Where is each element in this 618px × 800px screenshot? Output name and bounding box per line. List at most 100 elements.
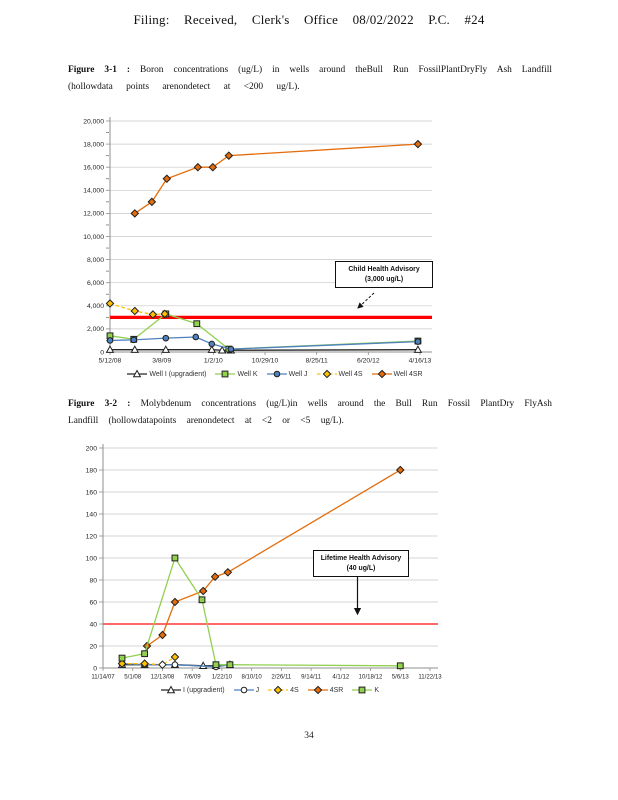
svg-text:9/14/11: 9/14/11 [301, 674, 321, 681]
diamond-marker-icon [268, 685, 289, 695]
molybdenum-chart: 0 20 40 60 80 100 120 140 160 180 200 11/14/07 5/1/0… [86, 444, 442, 681]
legend-item-well-j: Well J [266, 369, 308, 379]
svg-text:140: 140 [86, 511, 98, 518]
child-health-advisory-callout: Child Health Advisory (3,000 ug/L) [335, 261, 433, 288]
legend-label: Well I (upgradient) [149, 370, 207, 378]
molybdenum-chart-legend: I (upgradient) J 4S 4SR K [100, 685, 440, 695]
advisory-title: Child Health Advisory [348, 266, 420, 273]
svg-text:7/6/09: 7/6/09 [184, 674, 202, 681]
legend-label: Well 4S [338, 370, 363, 378]
legend-label: 4SR [329, 686, 344, 694]
svg-text:120: 120 [86, 533, 98, 540]
circle-marker-icon [266, 370, 287, 378]
boron-chart: 0 2,000 4,000 6,000 8,000 10,000 12,000 14,000 1… [83, 117, 432, 365]
svg-text:80: 80 [89, 577, 97, 584]
figure-3-2-caption: Figure 3-2 : Molybdenum concentrations (… [68, 396, 552, 430]
legend-item-k: K [352, 685, 379, 695]
svg-text:180: 180 [86, 467, 98, 474]
legend-item-4sr: 4SR [307, 685, 344, 695]
legend-item-well-k: Well K [215, 369, 258, 379]
svg-text:10,000: 10,000 [83, 234, 104, 241]
svg-text:10/18/12: 10/18/12 [359, 674, 383, 681]
series-4s [117, 652, 180, 670]
svg-text:5/6/13: 5/6/13 [392, 674, 410, 681]
series-well-j [106, 333, 422, 353]
svg-text:10/29/10: 10/29/10 [252, 358, 279, 365]
svg-text:20: 20 [89, 643, 97, 650]
triangle-marker-icon [161, 685, 181, 694]
svg-text:11/22/13: 11/22/13 [418, 674, 442, 681]
svg-text:16,000: 16,000 [83, 165, 104, 172]
svg-text:2/26/11: 2/26/11 [271, 674, 291, 681]
svg-text:12/13/08: 12/13/08 [151, 674, 175, 681]
series-well-4s [105, 299, 170, 319]
svg-text:8/10/10: 8/10/10 [241, 674, 262, 681]
svg-text:200: 200 [86, 445, 98, 452]
diamond-marker-icon [316, 369, 337, 379]
svg-text:20,000: 20,000 [83, 118, 104, 125]
advisory-arrow-dashed [357, 292, 375, 309]
legend-item-i-upgradient: I (upgradient) [161, 685, 225, 695]
advisory-value: (40 ug/L) [346, 565, 376, 572]
svg-text:100: 100 [86, 555, 98, 562]
legend-item-well-4s: Well 4S [316, 369, 363, 379]
axes: 0 20 40 60 80 100 120 140 160 180 200 11/14/07 5/1/0… [86, 444, 442, 681]
svg-text:6/20/12: 6/20/12 [357, 358, 380, 365]
legend-label: Well K [237, 370, 258, 378]
svg-text:18,000: 18,000 [83, 141, 104, 148]
figure-label: Figure 3-1 : [68, 65, 131, 75]
svg-text:8,000: 8,000 [87, 257, 104, 264]
svg-text:5/12/08: 5/12/08 [99, 358, 122, 365]
figure-label: Figure 3-2 : [68, 399, 131, 409]
triangle-marker-icon [127, 369, 148, 378]
svg-text:5/1/08: 5/1/08 [124, 674, 142, 681]
svg-text:1/22/10: 1/22/10 [212, 674, 233, 681]
legend-label: 4S [290, 686, 299, 694]
svg-text:4/16/13: 4/16/13 [409, 358, 432, 365]
series-k [118, 554, 404, 670]
caption-line-2: (hollowdata points arenondetect at <200 … [68, 82, 300, 92]
series-well-4sr [130, 139, 423, 218]
figure-3-1-caption: Figure 3-1 : Boron concentrations (ug/L)… [68, 62, 552, 96]
legend-label: J [255, 686, 260, 694]
svg-text:40: 40 [89, 621, 97, 628]
advisory-value: (3,000 ug/L) [364, 276, 404, 283]
svg-text:0: 0 [93, 665, 97, 672]
svg-text:0: 0 [100, 349, 104, 356]
caption-line-2: Landfill (hollowdatapoints arenondetect … [68, 416, 344, 426]
svg-text:12,000: 12,000 [83, 211, 104, 218]
svg-text:2,000: 2,000 [87, 326, 104, 333]
legend-label: Well J [288, 370, 308, 378]
svg-text:6,000: 6,000 [87, 280, 104, 287]
svg-text:8/25/11: 8/25/11 [306, 358, 328, 365]
diamond-marker-icon [307, 685, 328, 695]
svg-text:4,000: 4,000 [87, 303, 104, 310]
advisory-title: Lifetime Health Advisory [320, 555, 402, 562]
square-marker-icon [352, 686, 373, 694]
legend-label: Well 4SR [393, 370, 423, 378]
svg-text:1/2/10: 1/2/10 [204, 358, 223, 365]
svg-text:160: 160 [86, 489, 98, 496]
legend-label: K [374, 686, 379, 694]
square-marker-icon [215, 370, 236, 378]
caption-line-1: Figure 3-2 : Molybdenum concentrations (… [68, 399, 552, 409]
diamond-marker-icon [371, 369, 392, 379]
lifetime-health-advisory-callout: Lifetime Health Advisory (40 ug/L) [313, 550, 409, 577]
svg-text:14,000: 14,000 [83, 188, 104, 195]
svg-text:60: 60 [89, 599, 97, 606]
boron-chart-legend: Well I (upgradient) Well K Well J Well 4S We… [110, 369, 440, 379]
svg-text:4/1/12: 4/1/12 [332, 674, 350, 681]
legend-item-4s: 4S [268, 685, 299, 695]
legend-label: I (upgradient) [183, 686, 225, 694]
advisory-arrow-solid [353, 577, 362, 616]
caption-line-1: Figure 3-1 : Boron concentrations (ug/L)… [68, 65, 553, 75]
svg-text:3/8/09: 3/8/09 [152, 358, 171, 365]
legend-item-j: J [233, 685, 260, 695]
page-number: 34 [304, 731, 314, 741]
filing-header: Filing: Received, Clerk's Office 08/02/2… [133, 12, 485, 27]
legend-item-well-i-upgradient: Well I (upgradient) [127, 369, 206, 379]
legend-item-well-4sr: Well 4SR [371, 369, 423, 379]
svg-text:11/14/07: 11/14/07 [91, 674, 115, 681]
circle-marker-icon [233, 686, 254, 694]
